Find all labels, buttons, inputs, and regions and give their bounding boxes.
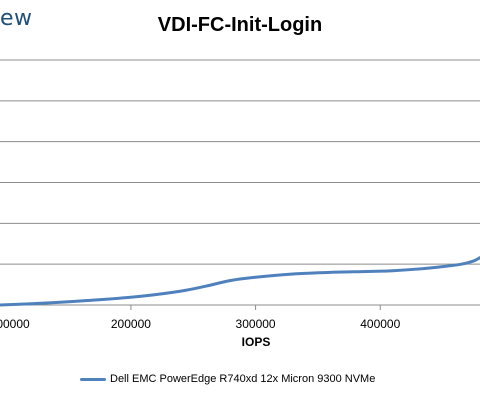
legend: Dell EMC PowerEdge R740xd 12x Micron 930… (80, 373, 375, 385)
x-tick-label: 00000 (0, 317, 30, 331)
x-tick-label: 400000 (360, 317, 400, 331)
legend-label: Dell EMC PowerEdge R740xd 12x Micron 930… (110, 373, 376, 385)
x-tick-label: 200000 (111, 317, 151, 331)
legend-swatch (80, 377, 106, 381)
brand-logo-fragment: ew (0, 6, 33, 31)
chart-title: VDI-FC-Init-Login (157, 14, 323, 36)
x-tick-label: 300000 (236, 317, 276, 331)
x-axis-label: IOPS (241, 335, 271, 349)
series-line (0, 256, 480, 307)
